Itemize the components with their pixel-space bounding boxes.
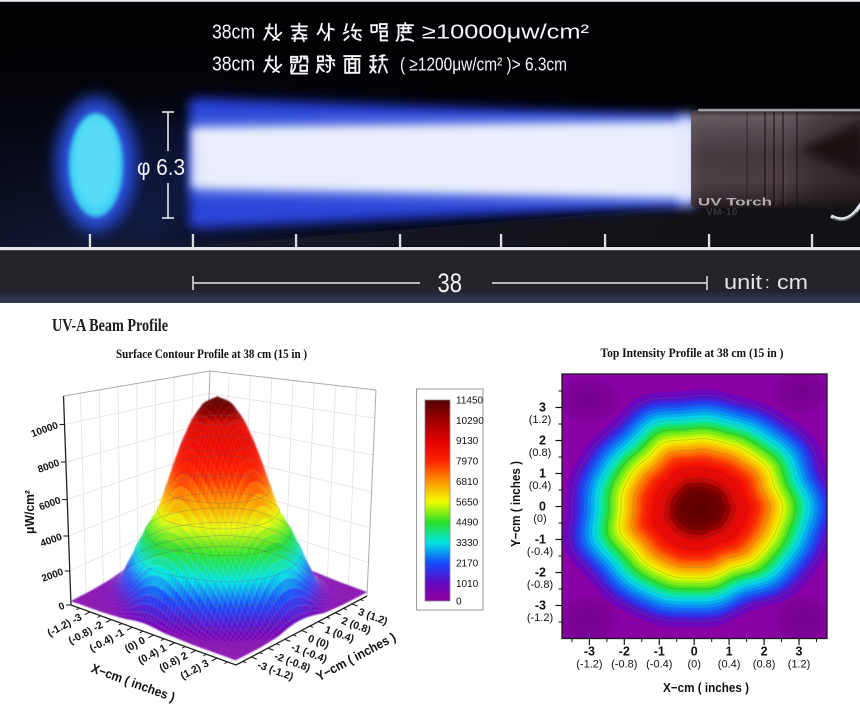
svg-text:2: 2 bbox=[539, 434, 546, 448]
svg-text:UV Torch: UV Torch bbox=[698, 197, 772, 209]
svg-text:μW/cm²: μW/cm² bbox=[23, 490, 37, 534]
svg-text:10290: 10290 bbox=[456, 416, 484, 427]
svg-text:≥10000μw/cm²: ≥10000μw/cm² bbox=[422, 21, 589, 44]
svg-text:(-1.2): (-1.2) bbox=[576, 659, 602, 671]
svg-text:(0.8): (0.8) bbox=[529, 447, 552, 459]
svg-text:-3: -3 bbox=[584, 645, 595, 659]
svg-text:(0.4): (0.4) bbox=[529, 480, 552, 492]
svg-text:0: 0 bbox=[539, 500, 546, 514]
svg-text:VM-10: VM-10 bbox=[706, 207, 738, 218]
svg-text:38: 38 bbox=[438, 268, 463, 298]
svg-text:5650: 5650 bbox=[456, 497, 479, 508]
svg-text:6810: 6810 bbox=[456, 477, 479, 488]
svg-text:unit: unit bbox=[724, 272, 763, 294]
svg-text:2: 2 bbox=[761, 645, 768, 659]
svg-text:Top Intensity Profile at 38 cm: Top Intensity Profile at 38 cm (15 in ) bbox=[601, 346, 784, 360]
svg-text:X−cm ( inches ): X−cm ( inches ) bbox=[663, 680, 749, 695]
svg-text:1: 1 bbox=[726, 645, 733, 659]
svg-text:-1: -1 bbox=[654, 645, 665, 659]
svg-text:-3: -3 bbox=[535, 599, 546, 613]
svg-text:(0): (0) bbox=[533, 513, 546, 525]
svg-text:0: 0 bbox=[691, 645, 698, 659]
svg-text:-2: -2 bbox=[619, 645, 630, 659]
svg-text:3330: 3330 bbox=[456, 538, 479, 549]
svg-text:(1.2): (1.2) bbox=[529, 414, 552, 426]
svg-text:1010: 1010 bbox=[456, 579, 479, 590]
svg-text:( ≥1200μw/cm² )> 6.3cm: ( ≥1200μw/cm² )> 6.3cm bbox=[400, 54, 567, 75]
svg-text:7970: 7970 bbox=[456, 457, 479, 468]
svg-text:Surface Contour Profile at 38: Surface Contour Profile at 38 cm (15 in … bbox=[116, 347, 307, 361]
svg-text:-1: -1 bbox=[535, 533, 546, 547]
svg-text::: : bbox=[765, 273, 770, 292]
svg-text:cm: cm bbox=[777, 272, 808, 294]
svg-text:38cm: 38cm bbox=[212, 54, 255, 76]
svg-text:(1.2): (1.2) bbox=[788, 659, 811, 671]
svg-text:3: 3 bbox=[796, 645, 803, 659]
svg-text:1: 1 bbox=[539, 467, 546, 481]
svg-text:38cm: 38cm bbox=[212, 22, 255, 44]
svg-text:φ 6.3: φ 6.3 bbox=[137, 154, 185, 180]
svg-text:0: 0 bbox=[456, 597, 462, 608]
svg-text:9130: 9130 bbox=[456, 436, 479, 447]
svg-text:11450: 11450 bbox=[456, 396, 484, 407]
svg-text:Y−cm ( inches ): Y−cm ( inches ) bbox=[508, 461, 523, 547]
svg-text:UV-A Beam Profile: UV-A Beam Profile bbox=[52, 315, 168, 335]
svg-text:3: 3 bbox=[539, 401, 546, 415]
svg-text:0: 0 bbox=[57, 601, 66, 613]
svg-text:(0.8): (0.8) bbox=[753, 659, 776, 671]
svg-text:2170: 2170 bbox=[456, 558, 479, 569]
svg-text:(-1.2): (-1.2) bbox=[527, 612, 553, 624]
svg-text:(0): (0) bbox=[687, 659, 700, 671]
svg-text:-2: -2 bbox=[535, 566, 546, 580]
svg-text:(-0.4): (-0.4) bbox=[527, 546, 553, 558]
svg-text:(-0.4): (-0.4) bbox=[646, 659, 672, 671]
svg-text:(-0.8): (-0.8) bbox=[611, 659, 637, 671]
svg-text:(0.4): (0.4) bbox=[718, 659, 741, 671]
svg-text:(-0.8): (-0.8) bbox=[527, 579, 553, 591]
svg-text:4490: 4490 bbox=[456, 518, 479, 529]
